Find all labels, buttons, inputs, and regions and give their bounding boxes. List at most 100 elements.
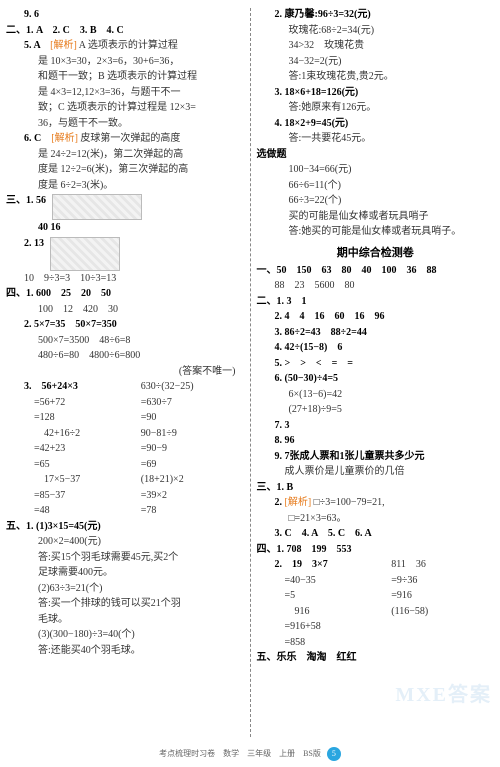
sec4-3-row5: =42+23 =90−9: [6, 442, 244, 457]
opt-e: 答:她买的可能是仙女棒或者玩具哨子。: [257, 225, 495, 240]
section-4-item-2b: 500×7=3500 48÷6=8: [6, 334, 244, 349]
column-divider: [250, 8, 251, 737]
opt-c: 66÷3=22(个): [257, 194, 495, 209]
item-5-line1: 5. A [解析] A 选项表示的计算过程: [6, 39, 244, 54]
sec5-1b: 200×2=400(元): [6, 535, 244, 550]
c1: 17×5−37: [24, 473, 127, 488]
sec5-1e: (2)63÷3=21(个): [6, 582, 244, 597]
section-4-item-2c: 480÷6=80 4800÷6=800: [6, 349, 244, 364]
page-number: 5: [327, 747, 341, 761]
m5: 五、乐乐 淘淘 红红: [257, 651, 495, 666]
footer-text: 考点梳理时习卷 数学 三年级 上册 BS版: [159, 749, 321, 758]
item-5-line2: 是 10×3=30，2×3=6，30+6=36，: [6, 55, 244, 70]
c2: =39×2: [141, 489, 244, 504]
c1: 3. 56+24×3: [24, 380, 127, 395]
section-2-header: 二、1. A 2. C 3. B 4. C: [6, 24, 244, 39]
sec4-3-row1: 3. 56+24×3 630÷(32−25): [6, 380, 244, 395]
m4-2-r3: =5 =916: [257, 589, 495, 604]
m2-6a: 6. (50−30)÷4=5: [257, 372, 495, 387]
c2: 630÷(32−25): [141, 380, 244, 395]
item-5-line4: 是 4×3=12,12×3=36，与题干不一: [6, 86, 244, 101]
sec4-3-row8: =85−37 =39×2: [6, 489, 244, 504]
r-item-2b: 玫瑰花:68÷2=34(元): [257, 24, 495, 39]
page-footer: 考点梳理时习卷 数学 三年级 上册 BS版 5: [0, 747, 500, 761]
midterm-title: 期中综合检测卷: [257, 244, 495, 260]
item-6-num: 6. C: [24, 133, 51, 144]
m2-6b: 6×(13−6)=42: [257, 388, 495, 403]
r-item-3b: 答:她原来有126元。: [257, 101, 495, 116]
c2: (116−58): [391, 605, 494, 620]
c1: =48: [24, 504, 127, 519]
m4-2-r5: =916+58: [257, 620, 495, 635]
item-6-line1: 6. C [解析] 皮球第一次弹起的高度: [6, 132, 244, 147]
sec3-2-label: 2. 13: [24, 237, 44, 252]
triangle-grid-image: [52, 194, 142, 220]
sec5-1h: (3)(300−180)÷3=40(个): [6, 628, 244, 643]
c2: =916: [391, 589, 494, 604]
m4-2-r4: 916 (116−58): [257, 605, 495, 620]
item-9: 9. 6: [6, 8, 244, 23]
m4-2-r2: =40−35 =9÷36: [257, 574, 495, 589]
m3-2b: □÷3=100−79=21,: [314, 497, 385, 508]
m2-4: 4. 42÷(15−8) 6: [257, 341, 495, 356]
m2-9b: 成人票价是儿童票价的几倍: [257, 465, 495, 480]
item-5-text: A 选项表示的计算过程: [77, 40, 178, 51]
section-3-item-2: 2. 13: [6, 237, 244, 271]
c1: 2. 19 3×7: [275, 558, 378, 573]
r-item-4a: 4. 18×2+9=45(元): [257, 117, 495, 132]
opt-b: 66÷6=11(个): [257, 179, 495, 194]
m2-9a: 9. 7张成人票和1张儿童票共多少元: [257, 450, 495, 465]
right-column: 2. 康乃馨:96÷3=32(元) 玫瑰花:68÷2=34(元) 34>32 玫…: [257, 8, 495, 737]
opt-d: 买的可能是仙女棒或者玩具哨子: [257, 210, 495, 225]
item-6-line2: 是 24÷2=12(米)，第二次弹起的高: [6, 148, 244, 163]
m2-5: 5. > > < = =: [257, 357, 495, 372]
sec4-3-row2: =56+72 =630÷7: [6, 396, 244, 411]
sec3-1-label: 三、1. 56: [6, 194, 46, 209]
item-5-num: 5. A: [24, 40, 50, 51]
sec5-1g: 毛球。: [6, 613, 244, 628]
opt-a: 100−34=66(元): [257, 163, 495, 178]
sec5-1d: 足球需要400元。: [6, 566, 244, 581]
c1: 916: [275, 605, 378, 620]
m4-1: 四、1. 708 199 553: [257, 543, 495, 558]
m4-2-r1: 2. 19 3×7 811 36: [257, 558, 495, 573]
optional-header: 选做题: [257, 148, 495, 163]
stamp-image: [50, 237, 120, 271]
sec5-1c: 答:买15个羽毛球需要45元,买2个: [6, 551, 244, 566]
c1: =5: [275, 589, 378, 604]
sec4-3-row7: 17×5−37 (18+21)×2: [6, 473, 244, 488]
r-item-2c: 34>32 玫瑰花贵: [257, 39, 495, 54]
c1: =40−35: [275, 574, 378, 589]
analysis-tag: [解析]: [50, 40, 77, 51]
item-5-line5: 致；C 选项表示的计算过程是 12×3=: [6, 101, 244, 116]
c1: =65: [24, 458, 127, 473]
c1: =85−37: [24, 489, 127, 504]
sec5-1f: 答:买一个排球的钱可以买21个羽: [6, 597, 244, 612]
sec3-3: 10 9÷3=3 10÷3=13: [6, 272, 244, 287]
r-item-2d: 34−32=2(元): [257, 55, 495, 70]
c1: =42+23: [24, 442, 127, 457]
c2: =69: [141, 458, 244, 473]
c2: (18+21)×2: [141, 473, 244, 488]
item-5-line6: 36，与题干不一致。: [6, 117, 244, 132]
section-4-item-1b: 100 12 420 30: [6, 303, 244, 318]
m2-3: 3. 86÷2=43 88÷2=44: [257, 326, 495, 341]
item-5-line3: 和题干一致；B 选项表示的计算过程: [6, 70, 244, 85]
m2-2: 2. 4 4 16 60 16 96: [257, 310, 495, 325]
sec5-1a: 五、1. (1)3×15=45(元): [6, 520, 244, 535]
sec4-3-row6: =65 =69: [6, 458, 244, 473]
r-item-3a: 3. 18×6+18=126(元): [257, 86, 495, 101]
r-item-2e: 答:1束玫瑰花贵,贵2元。: [257, 70, 495, 85]
c2: =90−9: [141, 442, 244, 457]
m2-8: 8. 96: [257, 434, 495, 449]
m1a: 一、50 150 63 80 40 100 36 88: [257, 264, 495, 279]
sec4-3-row4: 42+16÷2 90−81÷9: [6, 427, 244, 442]
section-4-item-2d: (答案不唯一): [6, 365, 244, 380]
m1b: 88 23 5600 80: [257, 279, 495, 294]
section-4-item-1a: 四、1. 600 25 20 50: [6, 287, 244, 302]
m3-345: 3. C 4. A 5. C 6. A: [257, 527, 495, 542]
m3-1: 三、1. B: [257, 481, 495, 496]
c2: =630÷7: [141, 396, 244, 411]
r-item-4b: 答:一共要花45元。: [257, 132, 495, 147]
item-6-line3: 度是 12÷2=6(米)，第三次弹起的高: [6, 163, 244, 178]
